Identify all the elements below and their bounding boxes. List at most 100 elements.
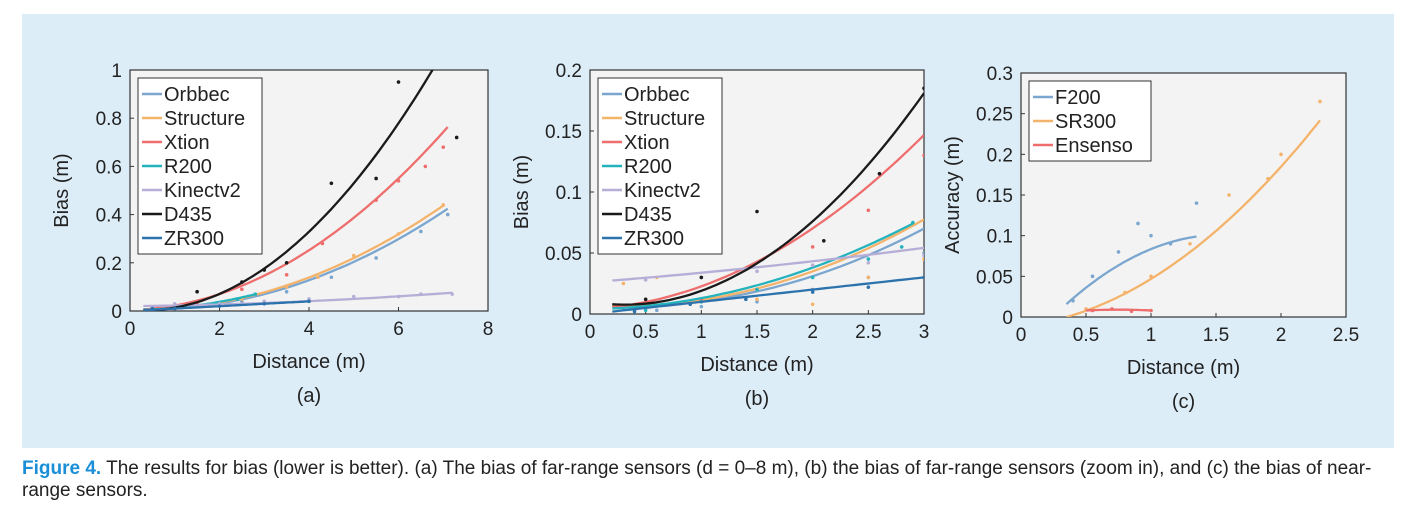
chart-c: 0 0.5 1 1.5 2 2.5 0 0.05 0.1 0.15 0.2 0.25 0.3 Distan… [942, 64, 1359, 413]
chart-b-ytick-label: 0.1 [556, 183, 582, 204]
chart-b-legend-label-structure: Structure [624, 108, 705, 130]
chart-b-zr300-point [744, 297, 748, 302]
chart-b-d435-point [922, 86, 924, 91]
chart-a-xtion-point [423, 164, 428, 169]
chart-a-legend-label-orbbec: Orbbec [164, 84, 230, 106]
chart-a-xtick-label: 4 [304, 319, 315, 340]
chart-c-legend-label-f200: F200 [1055, 87, 1101, 109]
chart-b-xtick-label: 1.5 [744, 322, 770, 343]
chart-c-f200-point [1136, 221, 1140, 226]
chart-c-f200-point [1090, 274, 1095, 279]
chart-a: 0 2 4 6 8 0 0.2 0.4 0.6 0.8 1 Distance (m) Bias (m) (… [51, 61, 494, 407]
chart-b-structure-point [755, 297, 759, 302]
chart-b-legend-label-kinectv2: Kinectv2 [624, 180, 701, 202]
chart-c-xlabel: Distance (m) [1127, 357, 1240, 379]
chart-a-ytick-label: 0 [111, 302, 122, 323]
chart-b-zr300-point [810, 290, 815, 294]
chart-a-xtion-fit-line [143, 126, 449, 311]
chart-b-r200-fit-line [612, 222, 914, 310]
chart-b-plot-content [612, 86, 924, 314]
chart-a-legend-label-zr300: ZR300 [164, 228, 224, 250]
chart-c-sr300-fit-line [1066, 119, 1321, 317]
chart-b-legend-label-orbbec: Orbbec [624, 84, 690, 106]
chart-b-d435-fit-line [612, 92, 924, 306]
chart-a-orbbec-point [419, 229, 423, 234]
chart-a-kinectv2-point [351, 294, 356, 299]
charts-svg: 0 2 4 6 8 0 0.2 0.4 0.6 0.8 1 Distance (m) Bias (m) (… [51, 61, 1359, 413]
chart-b-d435-point [699, 275, 704, 280]
chart-a-orbbec-point [445, 212, 450, 217]
chart-a-ytick-label: 0.2 [96, 254, 122, 275]
chart-a-ytick-label: 0.6 [96, 157, 122, 178]
chart-a-ytick-label: 1 [111, 61, 122, 82]
chart-b-ytick-label: 0.2 [556, 61, 582, 82]
chart-b-kinectv2-point [922, 253, 924, 258]
chart-b-xtion-point [866, 208, 871, 213]
chart-b-r200-point [899, 245, 904, 249]
chart-c-ytick-label: 0.3 [987, 64, 1013, 85]
chart-c-xtick-label: 0 [1016, 325, 1027, 346]
chart-c-sr300-point [1227, 193, 1231, 197]
chart-a-legend: OrbbecStructureXtionR200Kinectv2D435ZR30… [137, 77, 263, 255]
chart-c-f200-fit-line [1065, 235, 1197, 305]
chart-a-ylabel: Bias (m) [51, 153, 73, 227]
chart-b: 0 0.5 1 1.5 2 2.5 3 0 0.05 0.1 0.15 0.2 Distance (m)… [511, 61, 929, 410]
chart-a-structure-point [316, 275, 320, 280]
chart-b-orbbec-point [655, 308, 659, 313]
chart-b-orbbec-point [699, 304, 704, 309]
chart-b-structure-point [621, 281, 626, 286]
chart-a-xtion-point [240, 287, 244, 292]
chart-c-legend-label-ensenso: Ensenso [1055, 135, 1133, 157]
chart-b-xtick-label: 2.5 [855, 322, 881, 343]
chart-a-xtion-point [441, 145, 446, 149]
chart-b-d435-point [822, 239, 826, 243]
chart-b-xtick-label: 2 [807, 322, 818, 343]
chart-b-legend-label-xtion: Xtion [624, 132, 670, 154]
chart-b-xtick-label: 1 [696, 322, 707, 343]
chart-c-ytick-label: 0.05 [976, 267, 1013, 288]
chart-b-kinectv2-point [755, 269, 759, 274]
chart-a-d435-point [374, 176, 378, 181]
chart-b-legend-label-d435: D435 [624, 204, 672, 226]
chart-c-xtick-label: 0.5 [1073, 325, 1099, 346]
chart-a-xtick-label: 0 [125, 319, 136, 340]
chart-a-orbbec-point [284, 289, 289, 294]
chart-c-xtick-label: 2.5 [1333, 325, 1359, 346]
chart-a-xtick-label: 2 [214, 319, 225, 340]
chart-c-ytick-label: 0.25 [976, 105, 1013, 126]
chart-b-ytick-label: 0 [571, 305, 582, 326]
chart-c-legend-label-sr300: SR300 [1055, 111, 1116, 133]
chart-c-f200-point [1149, 233, 1153, 238]
chart-b-r200-point [643, 308, 648, 313]
chart-b-kinectv2-point [866, 260, 871, 265]
chart-c-ytick-label: 0.1 [987, 227, 1013, 248]
chart-b-r200-point [810, 275, 815, 280]
chart-b-legend-label-zr300: ZR300 [624, 228, 684, 250]
chart-a-d435-point [284, 261, 289, 265]
chart-a-panel-label: (a) [297, 385, 321, 407]
chart-a-zr300-fit-line [143, 300, 310, 311]
chart-b-zr300-point [866, 285, 871, 289]
chart-a-xlabel: Distance (m) [252, 351, 365, 373]
chart-a-xtick-label: 8 [483, 319, 494, 340]
chart-c-xtick-label: 2 [1276, 325, 1287, 346]
chart-b-r200-point [866, 257, 871, 261]
chart-b-d435-point [755, 209, 759, 214]
chart-c-ytick-label: 0.2 [987, 145, 1013, 166]
chart-a-ytick-label: 0.8 [96, 109, 122, 130]
chart-b-zr300-fit-line [612, 276, 924, 313]
chart-b-ytick-label: 0.15 [545, 122, 582, 143]
chart-b-r200-point [755, 287, 759, 292]
figure-label: Figure 4. [22, 458, 102, 479]
chart-b-d435-point [643, 297, 648, 302]
chart-c-f200-point [1116, 250, 1121, 254]
chart-c-plot-content [1065, 99, 1322, 317]
chart-c-ylabel: Accuracy (m) [942, 136, 964, 254]
chart-b-xtion-point [810, 245, 815, 249]
chart-a-plot-content [143, 70, 459, 311]
chart-c-panel-label: (c) [1172, 391, 1195, 413]
chart-b-xlabel: Distance (m) [700, 354, 813, 376]
caption-text: The results for bias (lower is better). … [22, 458, 1372, 501]
chart-a-orbbec-point [329, 275, 334, 280]
